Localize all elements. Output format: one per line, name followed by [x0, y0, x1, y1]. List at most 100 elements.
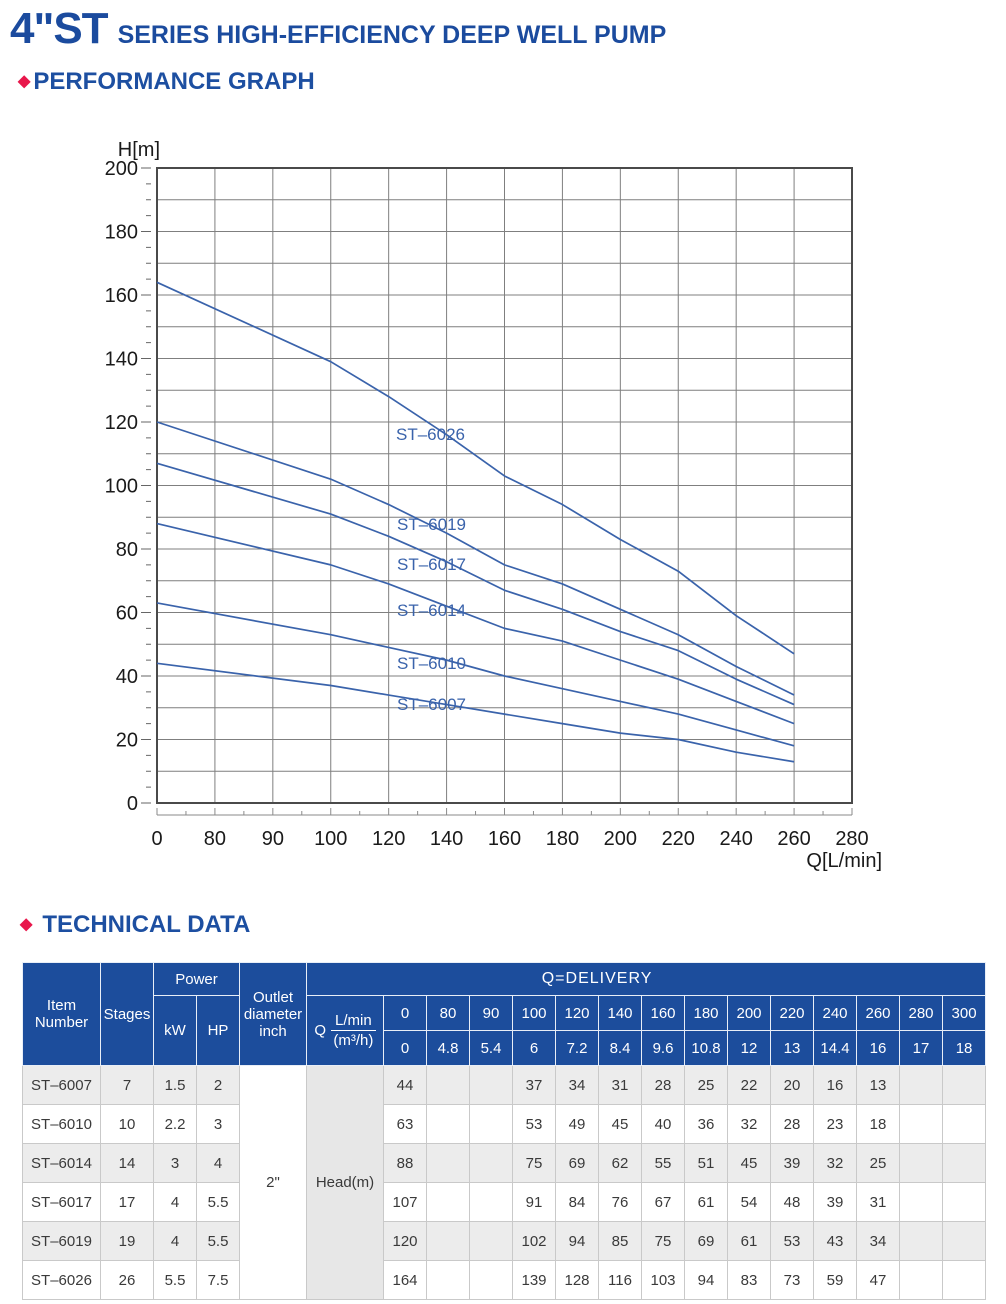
- head-value-cell: [941, 1065, 987, 1105]
- y-tick-label: 80: [116, 539, 138, 561]
- curve-st-6007: [156, 662, 795, 763]
- head-value-cell: 139: [512, 1260, 556, 1300]
- power-hp-cell: 4: [196, 1143, 240, 1183]
- stages-cell: 26: [100, 1260, 154, 1300]
- head-value-cell: [899, 1182, 943, 1222]
- head-value-cell: 69: [555, 1143, 599, 1183]
- delivery-lmin-header-cell: 280: [899, 995, 943, 1031]
- y-tick-label: 100: [105, 476, 138, 498]
- head-value-cell: [941, 1104, 987, 1144]
- diamond-icon: ◆: [18, 73, 31, 90]
- head-value-cell: 75: [512, 1143, 556, 1183]
- curve-label-st-6007: ST–6007: [397, 695, 466, 714]
- x-tick-label: 100: [314, 828, 347, 850]
- curve-st-6017: [156, 462, 795, 706]
- curve-st-6026: [156, 281, 795, 655]
- table-header: Item Number Stages Power Outlet diameter…: [22, 962, 987, 1066]
- delivery-m3h-header-cell: 6: [512, 1030, 556, 1066]
- head-value-cell: 62: [598, 1143, 642, 1183]
- power-kw-cell: 5.5: [153, 1260, 197, 1300]
- power-hp-cell: 5.5: [196, 1182, 240, 1222]
- x-tick-label: 140: [430, 828, 463, 850]
- head-value-cell: [941, 1143, 987, 1183]
- technical-data-table-wrap: Item Number Stages Power Outlet diameter…: [22, 962, 987, 1300]
- power-kw-cell: 4: [153, 1221, 197, 1261]
- head-value-cell: [426, 1182, 470, 1222]
- curve-st-6019: [156, 421, 795, 696]
- item-number-cell: ST–6017: [22, 1182, 101, 1222]
- power-hp-cell: 3: [196, 1104, 240, 1144]
- head-value-cell: 69: [684, 1221, 728, 1261]
- pump-curves: [156, 281, 795, 763]
- head-value-cell: 59: [813, 1260, 857, 1300]
- header-hp: HP: [196, 995, 240, 1066]
- power-kw-cell: 1.5: [153, 1065, 197, 1105]
- x-tick-label: 160: [488, 828, 521, 850]
- head-value-cell: 67: [641, 1182, 685, 1222]
- delivery-m3h-header-cell: 4.8: [426, 1030, 470, 1066]
- stages-cell: 7: [100, 1065, 154, 1105]
- head-value-cell: 34: [555, 1065, 599, 1105]
- y-tick-label: 140: [105, 349, 138, 371]
- head-value-cell: [899, 1260, 943, 1300]
- head-value-cell: 18: [856, 1104, 900, 1144]
- item-number-cell: ST–6007: [22, 1065, 101, 1105]
- delivery-m3h-header-cell: 17: [899, 1030, 943, 1066]
- head-value-cell: [941, 1182, 987, 1222]
- power-hp-cell: 7.5: [196, 1260, 240, 1300]
- x-tick-label: 80: [204, 828, 226, 850]
- x-tick-label: 280: [835, 828, 868, 850]
- delivery-lmin-header-cell: 260: [856, 995, 900, 1031]
- head-value-cell: 91: [512, 1182, 556, 1222]
- head-value-cell: 16: [813, 1065, 857, 1105]
- y-tick-label: 160: [105, 285, 138, 307]
- head-value-cell: 25: [684, 1065, 728, 1105]
- delivery-lmin-header-cell: 90: [469, 995, 513, 1031]
- head-value-cell: [899, 1221, 943, 1261]
- technical-data-table: Item Number Stages Power Outlet diameter…: [22, 962, 987, 1300]
- delivery-m3h-header-cell: 8.4: [598, 1030, 642, 1066]
- curve-label-st-6014: ST–6014: [397, 601, 466, 620]
- y-tick-label: 40: [116, 666, 138, 688]
- head-value-cell: 20: [770, 1065, 814, 1105]
- head-value-cell: 49: [555, 1104, 599, 1144]
- curve-label-st-6026: ST–6026: [396, 425, 465, 444]
- x-axis-title: Q[L/min]: [806, 850, 882, 872]
- head-value-cell: 85: [598, 1221, 642, 1261]
- y-tick-label: 200: [105, 158, 138, 180]
- power-hp-cell: 5.5: [196, 1221, 240, 1261]
- head-value-cell: 84: [555, 1182, 599, 1222]
- head-value-cell: 28: [770, 1104, 814, 1144]
- delivery-lmin-header-cell: 0: [383, 995, 427, 1031]
- delivery-m3h-header-cell: 16: [856, 1030, 900, 1066]
- head-value-cell: 40: [641, 1104, 685, 1144]
- delivery-m3h-header-cell: 12: [727, 1030, 771, 1066]
- head-value-cell: 47: [856, 1260, 900, 1300]
- delivery-lmin-header-cell: 300: [941, 995, 987, 1031]
- head-value-cell: [469, 1221, 513, 1261]
- section-technical-data: ◆ TECHNICAL DATA: [20, 911, 250, 939]
- delivery-lmin-header-cell: 120: [555, 995, 599, 1031]
- head-value-cell: 45: [598, 1104, 642, 1144]
- head-value-cell: 45: [727, 1143, 771, 1183]
- head-value-cell: 43: [813, 1221, 857, 1261]
- table-row: ST–6007 7 1.5 2 2" Head(m) 44 37 34 31 28 25 22 20 16 1…: [22, 1065, 987, 1300]
- y-tick-label: 180: [105, 222, 138, 244]
- head-value-cell: 63: [383, 1104, 427, 1144]
- x-axis-ruler: [156, 808, 853, 816]
- item-number-cell: ST–6014: [22, 1143, 101, 1183]
- head-value-cell: 75: [641, 1221, 685, 1261]
- head-value-cell: 83: [727, 1260, 771, 1300]
- head-value-cell: [426, 1104, 470, 1144]
- delivery-lmin-header-cell: 100: [512, 995, 556, 1031]
- section-technical-label: TECHNICAL DATA: [42, 911, 251, 938]
- delivery-lmin-header-cell: 80: [426, 995, 470, 1031]
- doc-title-text: SERIES HIGH-EFFICIENCY DEEP WELL PUMP: [117, 21, 667, 49]
- delivery-m3h-header-cell: 5.4: [469, 1030, 513, 1066]
- plot-border: [156, 167, 853, 804]
- head-value-cell: 102: [512, 1221, 556, 1261]
- header-stages: Stages: [100, 962, 154, 1066]
- item-number-cell: ST–6019: [22, 1221, 101, 1261]
- head-value-cell: 25: [856, 1143, 900, 1183]
